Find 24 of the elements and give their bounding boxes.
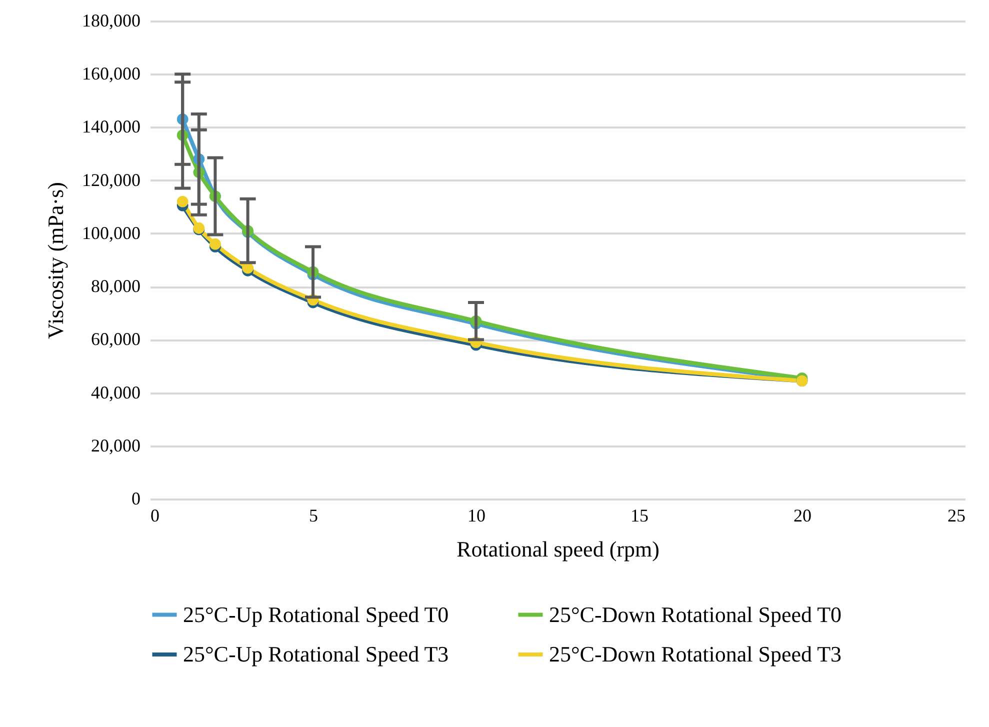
y-tick-label: 40,000 (91, 382, 140, 402)
point (176, 196, 188, 208)
x-tick-label: 20 (794, 506, 812, 526)
y-axis-title: Viscosity (mPa·s) (43, 182, 68, 339)
point (210, 238, 221, 250)
x-tick-label: 25 (948, 506, 966, 526)
y-tick-label: 0 (132, 488, 140, 508)
y-tick-label: 140,000 (82, 116, 140, 137)
x-tick-label: 10 (468, 506, 486, 526)
y-tick-label: 180,000 (82, 10, 140, 30)
y-tick-label: 160,000 (82, 64, 140, 84)
legend-label: 25°C-Down Rotational Speed T0 (549, 602, 842, 627)
y-tick-label: 20,000 (91, 435, 140, 456)
legend-label: 25°C-Down Rotational Speed T3 (549, 642, 842, 666)
y-tick-label: 100,000 (82, 222, 140, 243)
legend-label: 25°C-Up Rotational Speed T3 (183, 642, 449, 666)
x-tick-label: 0 (150, 506, 160, 526)
y-tick-label: 120,000 (82, 170, 140, 190)
legend-label: 25°C-Up Rotational Speed T0 (183, 602, 449, 627)
x-tick-label: 15 (630, 506, 648, 526)
x-tick-label: 5 (309, 506, 318, 526)
x-axis-title: Rotational speed (rpm) (456, 536, 660, 562)
y-tick-label: 80,000 (91, 276, 140, 296)
y-tick-label: 60,000 (91, 329, 140, 350)
